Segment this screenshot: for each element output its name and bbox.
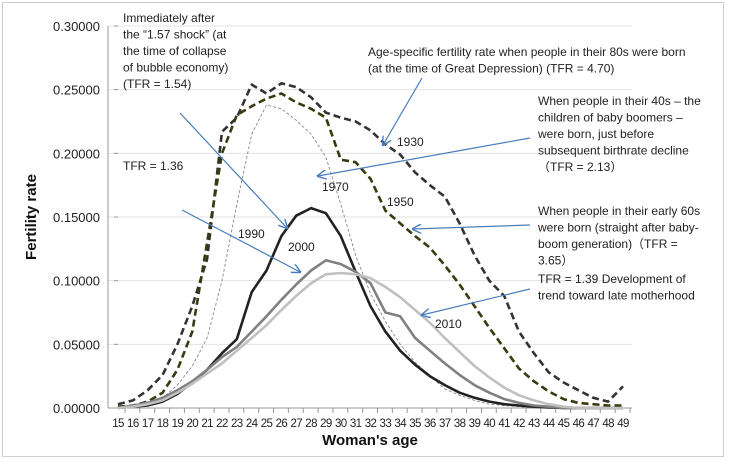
annotation-line: TFR = 1.39 Development of [538,272,686,286]
x-tick-label: 25 [261,418,273,430]
x-tick-label: 24 [246,418,259,430]
x-tick-label: 27 [290,418,302,430]
annotation-line: When people in their 40s – the [538,94,701,108]
annotation-line: Immediately after [123,11,215,25]
x-tick-label: 38 [454,418,466,430]
annotation-line: Age-specific fertility rate when people … [368,45,686,59]
annotation-line: trend toward late motherhood [538,289,695,303]
x-tick-label: 47 [587,418,599,430]
y-tick-label: 0.10000 [53,274,100,289]
annotation-line: （TFR = 2.13） [538,160,622,174]
annotation-line: boom generation)（TFR = [538,237,678,251]
series-line-2010 [117,271,623,410]
x-tick-label: 30 [335,418,347,430]
x-tick-label: 26 [276,418,288,430]
x-tick-label: 46 [573,418,585,430]
series-label-2000: 2000 [288,240,315,254]
annotation-line: (TFR = 1.54) [123,77,191,91]
x-tick-label: 37 [439,418,451,430]
x-tick-label: 33 [380,418,392,430]
y-tick-label: 0.30000 [53,19,100,34]
series-label-1990: 1990 [238,227,265,241]
annotation-line: 3.65） [538,254,573,268]
annotation-line: children of baby boomers – [538,111,683,125]
x-tick-label: 18 [157,418,169,430]
y-axis-title: Fertility rate [23,174,40,260]
series-label-1970: 1970 [322,180,349,194]
series-label-2010: 2010 [435,317,462,331]
x-tick-label: 49 [617,418,629,430]
annotation-arrow [413,225,531,229]
annotation-line: the time of collapse [123,44,227,58]
x-tick-label: 39 [469,418,481,430]
annotation-line: were born (straight after baby- [537,221,699,235]
x-tick-label: 35 [409,418,421,430]
x-tick-label: 15 [112,418,124,430]
annotation-arrow [383,77,423,145]
annotation-line: When people in their early 60s [538,204,700,218]
x-tick-label: 22 [216,418,228,430]
annotation-arrow [179,112,287,228]
x-tick-label: 44 [543,418,556,430]
x-tick-label: 41 [498,418,510,430]
x-tick-label: 45 [558,418,570,430]
x-tick-label: 28 [305,418,317,430]
x-tick-label: 17 [142,418,154,430]
y-tick-label: 0.00000 [53,401,100,416]
x-tick-label: 20 [186,418,198,430]
annotation-1990: Immediately after the “1.57 shock” (at the… [123,11,228,91]
series-line-2000 [117,258,623,410]
y-tick-label: 0.20000 [53,146,100,161]
annotation-line: of bubble economy) [123,61,228,75]
annotation-line: the “1.57 shock” (at [123,28,227,42]
x-tick-label: 40 [484,418,496,430]
annotation-arrow [181,209,300,272]
annotation-1950: When people in their early 60s were born … [537,204,700,268]
x-tick-label: 34 [394,418,407,430]
x-tick-label: 21 [201,418,213,430]
annotation-arrow [318,137,531,176]
x-tick-label: 48 [602,418,614,430]
y-tick-label: 0.25000 [53,83,100,98]
annotation-line: TFR = 1.36 [123,159,184,173]
x-tick-label: 42 [513,418,525,430]
annotation-1970: When people in their 40s – the children o… [537,94,701,174]
annotation-2000: TFR = 1.36 [123,159,184,173]
x-tick-label: 16 [127,418,139,430]
annotation-line: were born, just before [537,127,654,141]
chart-frame [2,2,724,457]
x-tick-label: 36 [424,418,436,430]
x-tick-label: 19 [172,418,184,430]
annotation-2010: TFR = 1.39 Development of trend toward la… [538,272,695,303]
annotation-line: subsequent birthrate decline [538,144,689,158]
annotation-1930: Age-specific fertility rate when people … [368,45,686,76]
x-axis-title: Woman's age [322,432,418,449]
x-tick-label: 43 [528,418,540,430]
x-tick-label: 32 [365,418,377,430]
series-label-1950: 1950 [387,195,414,209]
series-label-1930: 1930 [397,135,424,149]
x-tick-label: 31 [350,418,362,430]
annotation-arrow [422,288,531,315]
series-line-1950 [117,92,623,408]
x-tick-label: 29 [320,418,332,430]
annotation-line: (at the time of Great Depression) (TFR =… [368,62,614,76]
y-tick-label: 0.15000 [53,210,100,225]
y-tick-label: 0.05000 [53,337,100,352]
x-tick-label: 23 [231,418,243,430]
